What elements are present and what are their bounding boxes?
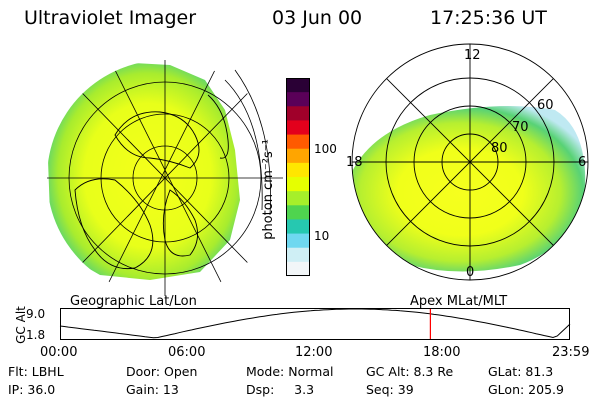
timeline-xtick-0000: 00:00	[40, 345, 78, 360]
timeline-ytick-9: 9.0	[26, 307, 46, 321]
mode-info: Mode: Normal	[246, 364, 334, 379]
time-label: 17:25:36 UT	[430, 7, 547, 29]
gain-info: Gain: 13	[126, 382, 179, 397]
glat-info: GLat: 81.3	[488, 364, 554, 379]
lat-lon-grid	[47, 60, 283, 296]
polar-grid	[351, 43, 589, 281]
mlt-label-18: 18	[346, 155, 363, 170]
ip-info: IP: 36.0	[8, 382, 56, 397]
colorbar-segment	[286, 148, 310, 164]
colorbar-segment	[286, 162, 310, 178]
colorbar	[286, 78, 310, 277]
polar-mlat-mlt-plot	[351, 43, 589, 281]
colorbar-tick-100: 100	[314, 142, 337, 156]
colorbar-segment	[286, 191, 310, 206]
mlat-label-70: 70	[512, 120, 529, 135]
colorbar-segment	[286, 205, 310, 220]
colorbar-segment	[286, 233, 310, 249]
colorbar-segment	[286, 219, 310, 235]
aurora-emission-left	[48, 62, 240, 280]
altitude-timeline	[59, 308, 571, 340]
mlat-label-80: 80	[491, 141, 508, 156]
view-boundary	[224, 69, 271, 216]
date-label: 03 Jun 00	[272, 7, 363, 29]
colorbar-segment	[286, 92, 310, 107]
colorbar-segment	[286, 177, 310, 192]
colorbar-segment	[286, 120, 310, 136]
right-panel-caption: Apex MLat/MLT	[410, 294, 508, 309]
colorbar-segment	[286, 78, 310, 93]
seq-info: Seq: 39	[366, 382, 414, 397]
colorbar-segment	[286, 106, 310, 121]
mlt-label-0: 0	[466, 265, 475, 280]
mlt-label-12: 12	[464, 48, 481, 63]
left-panel-caption: Geographic Lat/Lon	[70, 294, 197, 309]
mlt-label-6: 6	[578, 155, 587, 170]
geographic-map	[47, 60, 283, 296]
colorbar-border	[286, 78, 310, 276]
colorbar-segment	[286, 134, 310, 150]
colorbar-segment	[286, 261, 310, 277]
aurora-emission-right	[352, 106, 586, 272]
dsp-info: Dsp: 3.3	[246, 382, 315, 397]
timeline-xtick-1800: 18:00	[423, 345, 461, 360]
coastlines	[74, 94, 229, 270]
colorbar-segment	[286, 247, 310, 263]
colorbar-unit: photon cm⁻²s⁻¹	[260, 139, 276, 240]
timeline-xtick-2359: 23:59	[552, 345, 590, 360]
glon-info: GLon: 205.9	[488, 382, 564, 397]
mlat-label-60: 60	[537, 98, 554, 113]
instrument-title: Ultraviolet Imager	[24, 7, 197, 29]
timeline-xtick-1200: 12:00	[295, 345, 333, 360]
timeline-xtick-0600: 06:00	[168, 345, 206, 360]
timeline-ytick-1.8: 1.8	[26, 328, 46, 342]
gc-alt-info: GC Alt: 8.3 Re	[366, 364, 454, 379]
filter-info: Flt: LBHL	[8, 364, 64, 379]
altitude-curve	[59, 308, 571, 339]
colorbar-tick-10: 10	[314, 229, 330, 243]
door-info: Door: Open	[126, 364, 198, 379]
